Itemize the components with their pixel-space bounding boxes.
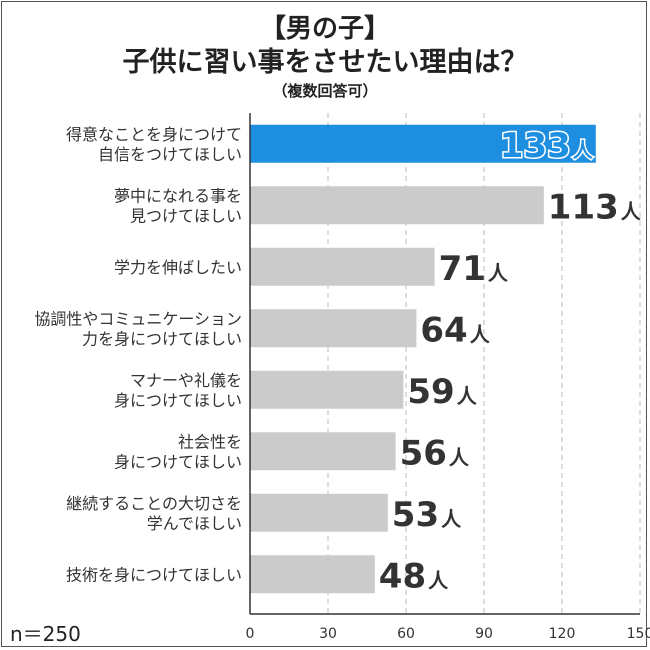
category-label: 継続することの大切さを — [66, 494, 242, 513]
category-label: 技術を身につけてほしい — [66, 565, 242, 584]
chart-subtitle: （複数回答可） — [272, 82, 378, 100]
value-label: 48 人 — [379, 556, 449, 596]
bar — [250, 432, 396, 471]
chart-title-line1: 【男の子】 — [259, 14, 390, 44]
category-label: 学力を伸ばしたい — [114, 258, 242, 277]
category-label: 協調性やコミュニケーション — [34, 309, 242, 328]
value-label: 133 人 — [500, 126, 594, 166]
value-label: 56 人 — [400, 433, 470, 473]
x-tick-label: 120 — [549, 626, 576, 642]
bar — [250, 186, 544, 225]
bar — [250, 247, 435, 286]
bar — [250, 309, 417, 348]
x-tick-label: 0 — [246, 626, 255, 642]
sample-size-label: n＝250 — [10, 622, 81, 646]
category-label: 身につけてほしい — [114, 452, 242, 471]
chart-title-line2: 子供に習い事をさせたい理由は？ — [122, 47, 528, 78]
category-label: 自信をつけてほしい — [98, 145, 242, 164]
value-label: 71 人 — [439, 249, 509, 289]
value-label: 64 人 — [420, 310, 490, 350]
category-label: 力を身につけてほしい — [82, 329, 242, 348]
bar — [250, 493, 388, 532]
category-label: 学んでほしい — [147, 514, 242, 533]
category-label: 社会性を — [178, 432, 242, 451]
x-tick-label: 60 — [397, 626, 415, 642]
value-label: 59 人 — [407, 372, 477, 412]
category-label: 見つけてほしい — [130, 206, 242, 225]
category-label: 夢中になれる事を — [114, 186, 242, 205]
category-label: 身につけてほしい — [114, 391, 242, 410]
bar — [250, 124, 596, 163]
value-label: 113 人 — [548, 187, 642, 227]
x-tick-label: 150 — [627, 626, 650, 642]
bar — [250, 370, 404, 409]
x-tick-label: 30 — [319, 626, 337, 642]
x-tick-label: 90 — [475, 626, 493, 642]
category-label: マナーや礼儀を — [130, 371, 242, 390]
bar — [250, 555, 375, 594]
category-label: 得意なことを身につけて — [66, 125, 242, 144]
value-label: 53 人 — [392, 495, 462, 535]
